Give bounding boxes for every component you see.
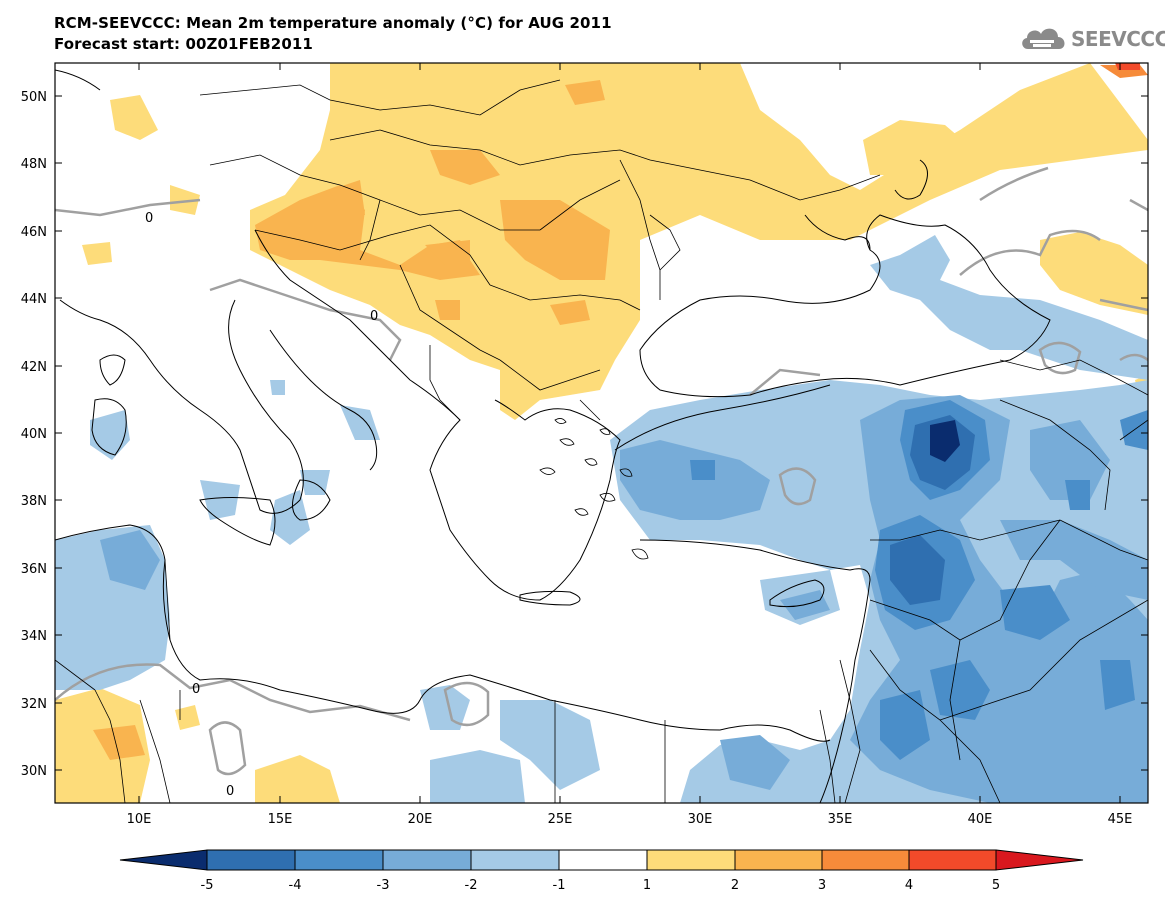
colorbar-label: -3 xyxy=(377,878,390,893)
contour-label: 0 xyxy=(226,784,234,799)
country-borders xyxy=(55,79,1148,803)
colorbar-label: -5 xyxy=(201,878,214,893)
aegean-islands xyxy=(539,418,649,560)
map-field: 0 0 0 0 xyxy=(55,63,1148,803)
forecast-start-label: Forecast start: 00Z01FEB2011 xyxy=(54,35,313,53)
contour-label: 0 xyxy=(145,211,153,226)
latitude-axis: 50N 48N 46N 44N 42N 40N 38N 36N 34N 32N … xyxy=(21,90,1148,779)
lon-tick-label: 15E xyxy=(268,812,293,827)
zero-contours xyxy=(55,166,1148,776)
longitude-axis: 10E 15E 20E 25E 30E 35E 40E 45E xyxy=(127,63,1133,827)
lat-tick-label: 48N xyxy=(21,157,47,172)
lon-tick-label: 10E xyxy=(127,812,152,827)
lat-tick-label: 32N xyxy=(21,697,47,712)
colorbar-label: -4 xyxy=(289,878,302,893)
cool-anomaly-areas xyxy=(55,235,1148,803)
colorbar-segment xyxy=(119,849,208,871)
seevccc-logo: SEEVCCC xyxy=(1018,22,1165,56)
lat-tick-label: 36N xyxy=(21,562,47,577)
lat-tick-label: 34N xyxy=(21,629,47,644)
colorbar-segment xyxy=(470,849,560,871)
cloud-icon xyxy=(1022,28,1065,49)
logo-text: SEEVCCC xyxy=(1071,27,1165,51)
colorbar-segment xyxy=(294,849,384,871)
lat-tick-label: 30N xyxy=(21,764,47,779)
lon-tick-label: 35E xyxy=(828,812,853,827)
colorbar: -5 -4 -3 -2 -1 1 2 3 4 5 xyxy=(119,849,1084,893)
colorbar-segment xyxy=(558,849,648,871)
colorbar-segment xyxy=(821,849,910,871)
lon-tick-label: 45E xyxy=(1108,812,1133,827)
colorbar-segment xyxy=(734,849,823,871)
contour-label: 0 xyxy=(370,309,378,324)
colorbar-segment xyxy=(995,849,1084,871)
lat-tick-label: 46N xyxy=(21,225,47,240)
colorbar-segment xyxy=(646,849,736,871)
colorbar-label: 3 xyxy=(818,878,826,893)
lat-tick-label: 38N xyxy=(21,494,47,509)
lon-tick-label: 20E xyxy=(408,812,433,827)
warm-anomaly-areas xyxy=(55,63,1148,803)
lat-tick-label: 40N xyxy=(21,427,47,442)
colorbar-label: -1 xyxy=(553,878,566,893)
lon-tick-label: 25E xyxy=(548,812,573,827)
map-title: RCM-SEEVCCC: Mean 2m temperature anomaly… xyxy=(54,14,612,32)
coastlines xyxy=(55,69,1051,803)
colorbar-label: 5 xyxy=(992,878,1000,893)
colorbar-label: -2 xyxy=(465,878,478,893)
lat-tick-label: 42N xyxy=(21,360,47,375)
colorbar-label: 2 xyxy=(731,878,739,893)
colorbar-segment xyxy=(382,849,472,871)
lat-tick-label: 44N xyxy=(21,292,47,307)
contour-label: 0 xyxy=(192,682,200,697)
colorbar-segment xyxy=(206,849,296,871)
lon-tick-label: 30E xyxy=(688,812,713,827)
lat-tick-label: 50N xyxy=(21,90,47,105)
lon-tick-label: 40E xyxy=(968,812,993,827)
colorbar-label: 1 xyxy=(643,878,651,893)
colorbar-label: 4 xyxy=(905,878,913,893)
colorbar-segment xyxy=(908,849,997,871)
